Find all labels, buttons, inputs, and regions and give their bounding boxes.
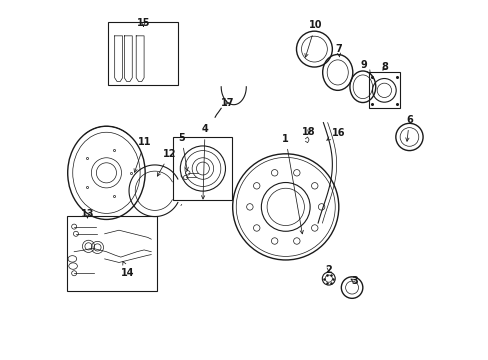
Bar	[67, 216, 156, 291]
Text: 8: 8	[381, 62, 388, 72]
Text: 3: 3	[350, 276, 358, 287]
Text: 16: 16	[326, 128, 345, 140]
Text: 17: 17	[220, 98, 234, 108]
Text: 4: 4	[201, 124, 208, 199]
Polygon shape	[115, 36, 122, 81]
Bar	[108, 22, 178, 85]
Bar	[368, 72, 399, 108]
Polygon shape	[124, 36, 132, 81]
Text: 18: 18	[302, 127, 315, 136]
Text: 1: 1	[282, 134, 303, 234]
Text: 12: 12	[157, 149, 176, 176]
Text: 2: 2	[325, 265, 331, 275]
Text: 7: 7	[334, 44, 341, 57]
Text: 5: 5	[178, 133, 188, 171]
Text: 11: 11	[134, 138, 151, 172]
Text: 10: 10	[304, 20, 322, 57]
Text: 9: 9	[360, 59, 369, 73]
Text: 13: 13	[81, 210, 94, 220]
Polygon shape	[136, 36, 144, 81]
Text: 15: 15	[136, 18, 150, 28]
Bar	[172, 137, 231, 200]
Text: 6: 6	[405, 115, 412, 141]
Text: 14: 14	[121, 261, 134, 278]
